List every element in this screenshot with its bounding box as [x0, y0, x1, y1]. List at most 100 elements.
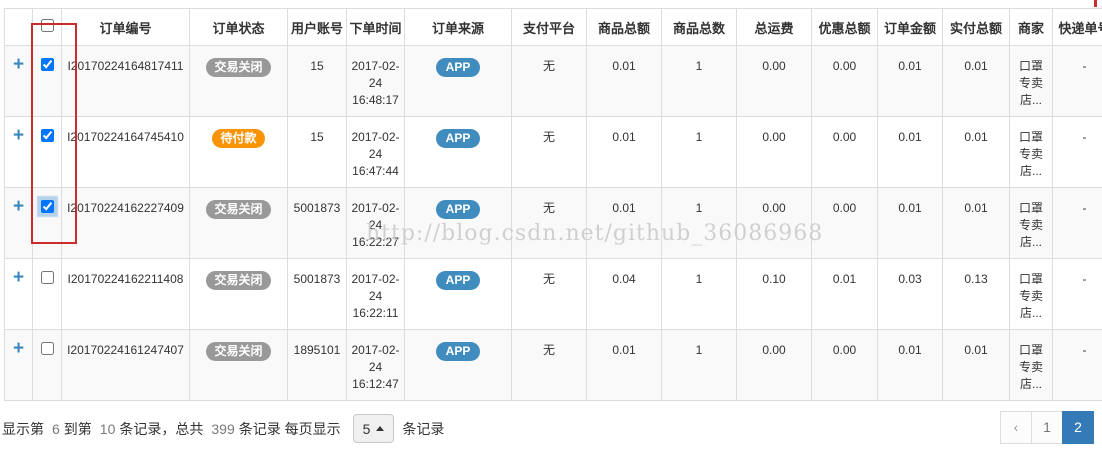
status-badge: 交易关闭 [206, 200, 271, 219]
row-checkbox[interactable] [40, 58, 54, 71]
order-time-line: 16:22:11 [352, 306, 399, 320]
footer-text: 到第 [63, 420, 92, 437]
cell-order-amount: 0.01 [877, 116, 943, 188]
order-time-line: 2017-02- [351, 201, 400, 215]
expand-plus-icon[interactable]: + [12, 267, 25, 288]
cell-goods-total: 0.04 [586, 258, 662, 330]
cell-merchant: 口罩专卖店... [1009, 116, 1053, 188]
row-checkbox[interactable] [40, 200, 54, 213]
select-all-checkbox[interactable] [40, 19, 54, 32]
cell-checkbox [32, 258, 62, 330]
cell-pay-platform: 无 [511, 329, 587, 401]
cell-goods-count: 1 [661, 187, 737, 259]
pagination-page-1[interactable]: 1 [1031, 411, 1063, 444]
cell-shipping: 0.00 [736, 329, 812, 401]
cell-status: 交易关闭 [189, 45, 288, 117]
order-time-line: 24 [368, 76, 383, 90]
cell-pay-platform: 无 [511, 187, 587, 259]
cell-pay-platform: 无 [511, 45, 587, 117]
row-checkbox[interactable] [40, 342, 54, 355]
cell-express-no: - [1052, 45, 1102, 117]
page-size-value: 5 [362, 420, 371, 437]
col-header-paid-total: 实付总额 [942, 8, 1010, 46]
cell-order-time: 2017-02- 24 16:22:11 [346, 258, 405, 330]
row-checkbox[interactable] [40, 129, 54, 142]
cell-expand: + [4, 45, 33, 117]
pagination-prev-button[interactable]: ‹ [1000, 411, 1032, 444]
cell-goods-total: 0.01 [586, 116, 662, 188]
expand-plus-icon[interactable]: + [12, 125, 25, 146]
order-time-line: 24 [368, 147, 383, 161]
cell-shipping: 0.00 [736, 187, 812, 259]
cell-order-no: I20170224162211408 [61, 258, 190, 330]
cell-expand: + [4, 116, 33, 188]
order-time-line: 16:48:17 [352, 93, 399, 107]
order-time-line: 2017-02- [351, 272, 400, 286]
cell-expand: + [4, 187, 33, 259]
red-annotation-fragment [1094, 0, 1097, 7]
cell-expand: + [4, 258, 33, 330]
cell-checkbox [32, 187, 62, 259]
row-checkbox[interactable] [40, 271, 54, 284]
cell-status: 交易关闭 [189, 187, 288, 259]
pagination-page-2[interactable]: 2 [1062, 411, 1094, 444]
status-badge: 交易关闭 [206, 271, 271, 290]
expand-plus-icon[interactable]: + [12, 54, 25, 75]
cell-goods-total: 0.01 [586, 45, 662, 117]
cell-goods-count: 1 [661, 45, 737, 117]
cell-express-no: - [1052, 187, 1102, 259]
order-time-line: 16:12:47 [352, 377, 399, 391]
cell-merchant: 口罩专卖店... [1009, 187, 1053, 259]
order-time-line: 2017-02- [351, 130, 400, 144]
order-row: + I20170224162227409 交易关闭 5001873 2017-0… [4, 187, 1102, 259]
cell-paid-total: 0.01 [942, 116, 1010, 188]
source-badge: APP [435, 271, 481, 290]
cell-paid-total: 0.01 [942, 187, 1010, 259]
cell-order-time: 2017-02- 24 16:47:44 [346, 116, 405, 188]
col-header-express-no: 快递单号 [1052, 8, 1102, 46]
col-header-order-time: 下单时间 [346, 8, 405, 46]
cell-goods-total: 0.01 [586, 187, 662, 259]
status-badge: 待付款 [212, 129, 265, 148]
cell-order-amount: 0.01 [877, 45, 943, 117]
cell-order-no: I20170224162227409 [61, 187, 190, 259]
cell-discount: 0.00 [811, 187, 878, 259]
col-header-select-all [32, 8, 62, 46]
cell-shipping: 0.00 [736, 45, 812, 117]
order-time-line: 2017-02- [351, 59, 400, 73]
col-header-order-amount: 订单金额 [877, 8, 943, 46]
cell-goods-count: 1 [661, 258, 737, 330]
order-row: + I20170224162211408 交易关闭 5001873 2017-0… [4, 258, 1102, 330]
cell-pay-platform: 无 [511, 116, 587, 188]
col-header-pay-platform: 支付平台 [511, 8, 587, 46]
cell-goods-total: 0.01 [586, 329, 662, 401]
cell-discount: 0.00 [811, 329, 878, 401]
col-header-expand [4, 8, 33, 46]
cell-discount: 0.01 [811, 258, 878, 330]
cell-pay-platform: 无 [511, 258, 587, 330]
source-badge: APP [435, 58, 481, 77]
col-header-goods-total: 商品总额 [586, 8, 662, 46]
col-header-shipping: 总运费 [736, 8, 812, 46]
record-total: 399 [211, 420, 235, 437]
cell-express-no: - [1052, 258, 1102, 330]
cell-order-time: 2017-02- 24 16:22:27 [346, 187, 405, 259]
cell-shipping: 0.10 [736, 258, 812, 330]
expand-plus-icon[interactable]: + [12, 196, 25, 217]
record-to: 10 [99, 420, 116, 437]
expand-plus-icon[interactable]: + [12, 338, 25, 359]
cell-goods-count: 1 [661, 116, 737, 188]
cell-source: APP [404, 116, 512, 188]
cell-account: 15 [287, 116, 347, 188]
cell-express-no: - [1052, 329, 1102, 401]
cell-source: APP [404, 45, 512, 117]
cell-account: 5001873 [287, 258, 347, 330]
page-size-dropdown[interactable]: 5 [352, 414, 395, 443]
col-header-discount: 优惠总额 [811, 8, 878, 46]
cell-source: APP [404, 187, 512, 259]
order-time-line: 24 [368, 218, 383, 232]
status-badge: 交易关闭 [206, 58, 271, 77]
cell-order-time: 2017-02- 24 16:12:47 [346, 329, 405, 401]
cell-status: 待付款 [189, 116, 288, 188]
cell-express-no: - [1052, 116, 1102, 188]
